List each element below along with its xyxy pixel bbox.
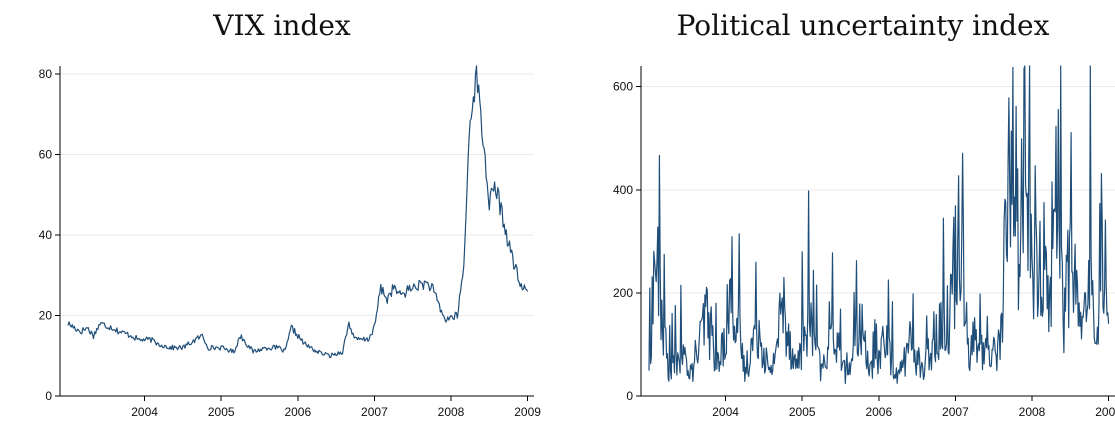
vix-x-tick-label: 2009 — [514, 405, 541, 419]
vix-x-tick-label: 2004 — [131, 405, 158, 419]
vix-gridlines — [60, 73, 534, 317]
political-uncertainty-x-tick-label: 2007 — [942, 405, 969, 419]
vix-y-axis-ticks: 0 20 40 60 80 — [39, 67, 60, 403]
vix-series-line — [67, 65, 529, 359]
political-uncertainty-y-tick-label: 600 — [613, 80, 633, 94]
vix-series — [67, 65, 529, 359]
political-uncertainty-y-tick-label: 200 — [613, 286, 633, 300]
political-uncertainty-axes — [640, 66, 1115, 397]
vix-chart-title: VIX index — [212, 9, 351, 42]
political-uncertainty-x-tick-label: 2005 — [789, 405, 816, 419]
political-uncertainty-x-axis-ticks: 2004 2005 2006 2007 2008 2009 — [712, 396, 1115, 419]
vix-y-tick-label: 40 — [39, 228, 53, 242]
political-uncertainty-y-tick-label: 0 — [626, 389, 633, 403]
vix-y-tick-label: 60 — [39, 148, 53, 162]
political-uncertainty-y-axis-ticks: 0 200 400 600 — [613, 80, 641, 403]
political-uncertainty-y-tick-label: 400 — [613, 183, 633, 197]
vix-chart-panel: VIX index 0 20 40 60 80 2004 2005 2006 2007 2008… — [39, 9, 542, 419]
political-uncertainty-x-tick-label: 2006 — [865, 405, 892, 419]
political-uncertainty-x-tick-label: 2004 — [712, 405, 739, 419]
vix-x-tick-label: 2008 — [438, 405, 465, 419]
political-uncertainty-x-tick-label: 2008 — [1019, 405, 1046, 419]
political-uncertainty-series — [648, 65, 1110, 385]
vix-y-tick-label: 0 — [45, 389, 52, 403]
vix-x-tick-label: 2007 — [361, 405, 388, 419]
vix-y-tick-label: 20 — [39, 309, 53, 323]
vix-x-tick-label: 2006 — [284, 405, 311, 419]
political-uncertainty-x-tick-label: 2009 — [1095, 405, 1115, 419]
vix-y-tick-label: 80 — [39, 67, 53, 81]
vix-x-axis-ticks: 2004 2005 2006 2007 2008 2009 — [131, 396, 541, 419]
political-uncertainty-chart-panel: Political uncertainty index 0 200 400 600 2… — [613, 9, 1115, 419]
political-uncertainty-series-line — [648, 65, 1110, 385]
vix-x-tick-label: 2005 — [208, 405, 235, 419]
vix-axes — [59, 66, 534, 397]
political-uncertainty-chart-title: Political uncertainty index — [677, 9, 1050, 42]
